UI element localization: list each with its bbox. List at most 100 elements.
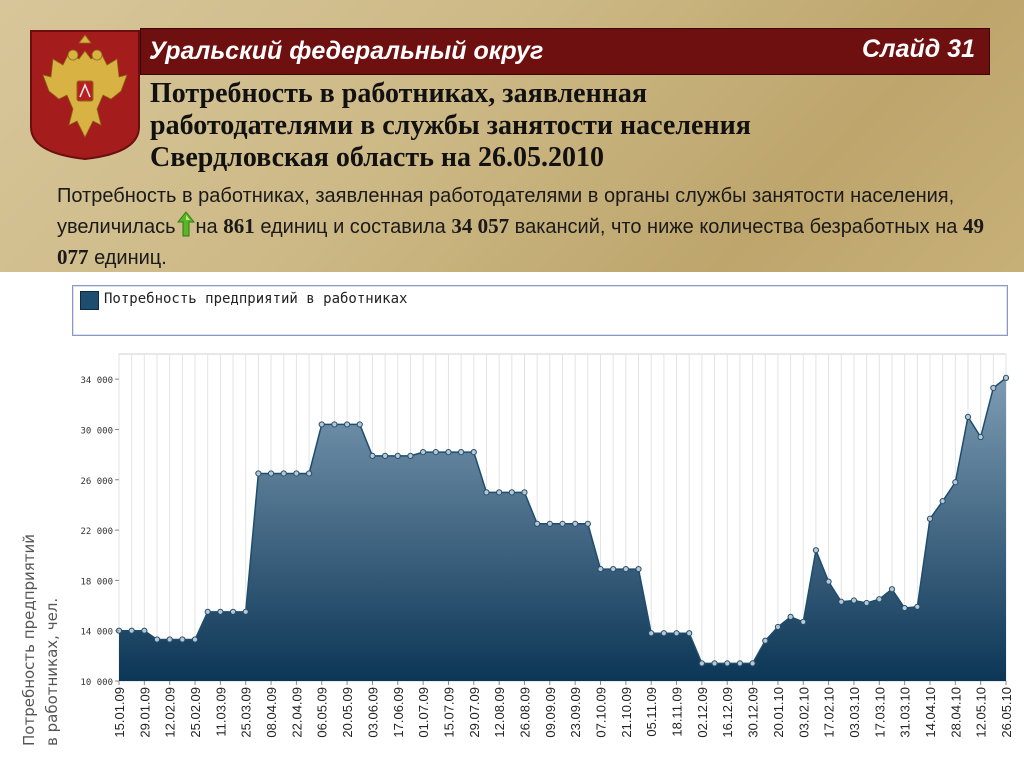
data-point (280, 470, 287, 477)
y-axis-label-line-2: в работниках, чел. (43, 598, 61, 746)
y-axis-ticks: 34 000 30 000 26 000 22 000 18 000 14 000 10 0… (80, 376, 119, 688)
x-tick-label: 20.05.09 (340, 687, 355, 738)
data-point (420, 449, 427, 456)
data-point (825, 578, 832, 585)
data-point (584, 520, 591, 527)
x-tick-label: 21.10.09 (619, 687, 634, 738)
data-point (635, 565, 642, 573)
legend-label: Потребность предприятий в работниках (104, 291, 408, 307)
data-point (648, 630, 655, 637)
data-point (939, 498, 946, 505)
data-point (293, 470, 300, 477)
data-point (546, 520, 553, 527)
y-tick-label: 22 000 (80, 527, 113, 537)
data-point (762, 637, 769, 644)
x-tick-label: 29.01.09 (137, 687, 152, 738)
x-tick-label: 26.08.09 (517, 687, 532, 738)
data-point (1002, 374, 1010, 381)
x-tick-label: 03.06.09 (365, 687, 380, 738)
russian-coat-of-arms-icon (30, 30, 140, 161)
y-tick-label: 30 000 (80, 426, 113, 436)
slide-header: Уральский федеральный округ Слайд 31 (140, 28, 990, 75)
data-point (724, 660, 731, 667)
data-point (888, 586, 896, 593)
description-part-3: единиц и составила (260, 216, 446, 238)
x-tick-label: 03.02.10 (796, 687, 811, 738)
x-tick-label: 28.04.10 (948, 687, 963, 738)
data-point (610, 565, 617, 573)
data-point (736, 660, 744, 667)
data-point (445, 449, 452, 456)
data-point (217, 608, 224, 615)
data-point (432, 449, 439, 456)
region-title: Уральский федеральный округ (149, 37, 544, 65)
x-tick-label: 11.03.09 (213, 687, 228, 737)
data-point (331, 421, 338, 428)
chart-panel: Потребность предприятий в работниках 34 … (0, 272, 1024, 768)
vacancies-value: 34 057 (451, 214, 510, 238)
data-point (318, 421, 325, 428)
x-tick-label: 23.09.09 (568, 687, 583, 738)
legend-swatch (80, 291, 99, 310)
data-point (812, 547, 820, 554)
x-tick-label: 20.01.10 (771, 687, 786, 738)
data-point (141, 627, 148, 634)
description-part-4: вакансий, что ниже количества безработны… (514, 216, 958, 238)
data-point (990, 384, 997, 392)
data-point (496, 489, 503, 496)
page-title: Потребность в работниках, заявленная раб… (150, 78, 1010, 174)
x-tick-label: 12.02.09 (163, 687, 178, 738)
x-tick-label: 17.06.09 (391, 687, 406, 738)
chart-svg: 34 000 30 000 26 000 22 000 18 000 14 000 10 0… (20, 353, 1014, 746)
y-tick-label: 10 000 (80, 678, 113, 688)
x-tick-label: 12.08.09 (492, 687, 507, 738)
x-tick-label: 29.07.09 (467, 687, 482, 738)
x-tick-label: 03.03.10 (847, 687, 862, 738)
data-point (863, 599, 870, 607)
x-tick-label: 02.12.09 (695, 687, 710, 738)
description-part-1: Потребность в работниках, заявленная раб… (57, 185, 955, 238)
x-axis-ticks: 15.01.09 29.01.09 12.02.09 25.02.09 11.03.09… (112, 681, 1014, 738)
y-tick-label: 34 000 (80, 376, 113, 386)
data-point (876, 596, 883, 603)
x-tick-label: 08.04.09 (264, 687, 279, 738)
x-tick-label: 25.02.09 (188, 687, 203, 738)
data-point (356, 421, 363, 428)
data-point (521, 489, 528, 496)
x-tick-label: 14.04.10 (923, 687, 938, 738)
data-point (660, 630, 667, 637)
data-point (572, 520, 579, 527)
data-point (673, 630, 680, 637)
data-point (369, 452, 376, 459)
data-point (952, 479, 959, 486)
data-point (166, 636, 173, 643)
data-point (926, 515, 934, 522)
data-point (242, 608, 249, 615)
data-point (508, 489, 515, 496)
x-tick-label: 18.11.09 (670, 687, 685, 737)
data-point (153, 636, 161, 643)
data-point (559, 520, 566, 527)
x-tick-label: 01.07.09 (416, 687, 431, 738)
data-point (901, 604, 908, 612)
y-axis-label-line-1: Потребность предприятий (20, 534, 38, 746)
x-tick-label: 17.03.10 (872, 687, 887, 738)
data-point (711, 660, 718, 667)
data-point (800, 618, 807, 625)
description-text: Потребность в работниках, заявленная раб… (57, 181, 1007, 273)
data-point (204, 608, 211, 615)
x-tick-label: 25.03.09 (239, 687, 254, 738)
data-point (686, 630, 693, 637)
area-fill (119, 377, 1006, 681)
data-point (407, 452, 414, 459)
description-part-5: единиц. (94, 247, 167, 269)
data-point (305, 470, 313, 477)
title-line-3: Свердловская область на 26.05.2010 (150, 142, 605, 173)
green-up-arrow-icon (176, 211, 195, 237)
x-tick-label: 30.12.09 (746, 687, 761, 738)
x-tick-label: 05.11.09 (644, 687, 659, 737)
x-tick-label: 17.02.10 (822, 687, 837, 738)
title-line-2: работодателями в службы занятости населе… (150, 110, 751, 141)
data-point (749, 660, 756, 667)
data-point (597, 565, 604, 573)
